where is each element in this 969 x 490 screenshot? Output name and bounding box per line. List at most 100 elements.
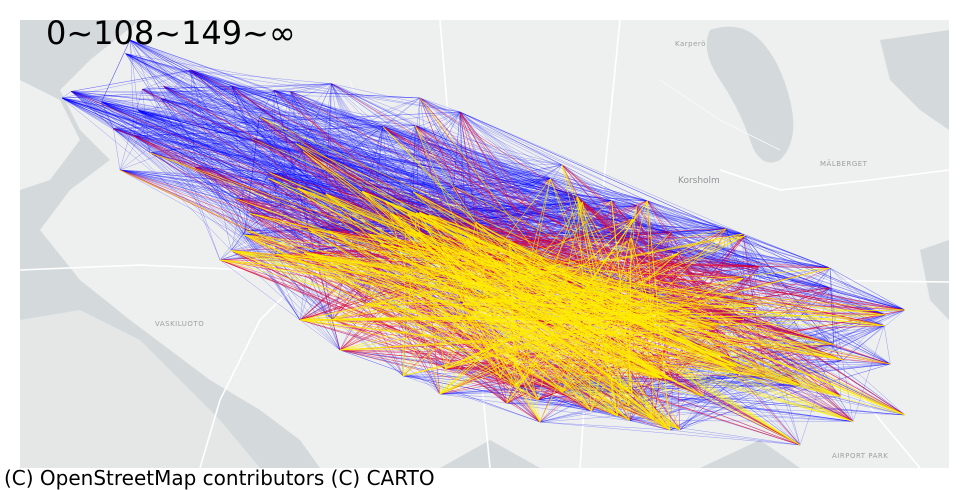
flow-line xyxy=(459,111,906,311)
flow-line xyxy=(439,218,636,395)
flow-line xyxy=(328,178,551,231)
flow-line xyxy=(506,402,854,422)
flow-line xyxy=(611,200,628,241)
flow-line xyxy=(61,91,72,99)
flow-line xyxy=(419,97,638,207)
flow-line xyxy=(742,233,759,267)
flow-line xyxy=(562,278,744,393)
flow-line xyxy=(61,97,612,201)
flow-line xyxy=(295,143,578,198)
flow-line xyxy=(249,193,326,214)
flow-line xyxy=(119,169,408,214)
flow-line xyxy=(190,70,305,144)
flow-line xyxy=(71,91,236,199)
flow-line xyxy=(113,128,298,189)
flow-line xyxy=(414,125,430,215)
flow-line xyxy=(276,253,854,422)
map-view[interactable]: Karperö Korsholm MÄLBERGET VASKILUOTO AI… xyxy=(20,20,949,468)
flow-line xyxy=(538,399,618,417)
flow-line xyxy=(251,138,305,144)
flow-line xyxy=(71,91,369,235)
basemap-layer: Karperö Korsholm MÄLBERGET VASKILUOTO AI… xyxy=(20,20,949,468)
flow-line xyxy=(163,86,583,202)
flow-line xyxy=(71,91,150,153)
flow-line xyxy=(384,200,801,446)
flow-line xyxy=(742,233,831,269)
flow-line xyxy=(290,91,414,193)
flow-line xyxy=(71,91,114,129)
flow-line xyxy=(231,85,416,126)
flow-line xyxy=(138,110,628,242)
flow-line xyxy=(297,187,906,416)
flow-line xyxy=(188,70,657,334)
flow-line xyxy=(382,126,408,214)
flow-line xyxy=(325,193,633,394)
flow-line xyxy=(632,359,844,394)
flow-line xyxy=(251,138,906,416)
flow-line xyxy=(390,213,844,361)
flow-line xyxy=(637,205,906,311)
flow-line xyxy=(297,187,766,377)
lake-north xyxy=(706,26,794,163)
flow-line xyxy=(413,191,801,446)
flow-line xyxy=(267,143,296,179)
flow-line xyxy=(742,278,834,345)
flow-line xyxy=(550,178,886,316)
flow-line xyxy=(361,190,564,393)
flow-line xyxy=(231,250,906,311)
flow-line xyxy=(249,193,326,214)
flow-line xyxy=(137,110,298,189)
flow-line xyxy=(382,126,671,431)
flow-line xyxy=(669,309,906,431)
flow-line xyxy=(129,39,247,231)
flow-line xyxy=(161,98,759,267)
flow-line xyxy=(304,143,326,194)
flow-line xyxy=(303,151,414,193)
flow-line xyxy=(231,250,341,351)
flow-line xyxy=(71,91,236,199)
flow-line xyxy=(194,90,275,168)
flow-line xyxy=(273,90,298,188)
flow-line xyxy=(445,322,547,370)
flow-line xyxy=(245,116,260,231)
flow-line xyxy=(191,70,612,201)
flow-line xyxy=(842,314,886,361)
flow-line xyxy=(231,85,583,202)
flow-line xyxy=(231,86,326,194)
flow-line xyxy=(506,396,841,404)
flow-line xyxy=(134,135,305,144)
flow-line xyxy=(799,344,835,446)
flow-line xyxy=(332,218,636,320)
flow-line xyxy=(71,91,648,202)
flow-line xyxy=(515,386,592,412)
flow-line xyxy=(71,70,189,92)
flow-line xyxy=(290,91,632,238)
flow-line xyxy=(161,98,277,255)
flow-line xyxy=(539,410,592,423)
flow-line xyxy=(71,91,416,126)
flow-line xyxy=(515,386,592,412)
flow-line xyxy=(561,270,720,325)
lake-northeast xyxy=(880,30,949,130)
flow-line xyxy=(134,135,236,199)
flow-line xyxy=(61,97,363,192)
flow-line xyxy=(414,125,854,422)
flow-line xyxy=(61,97,252,139)
flow-line xyxy=(419,97,563,166)
flow-line xyxy=(509,243,663,379)
flow-line xyxy=(303,151,766,377)
flow-line xyxy=(163,86,648,202)
flow-line xyxy=(275,125,416,255)
flow-line xyxy=(339,349,541,423)
flow-line xyxy=(384,125,416,202)
flow-line xyxy=(413,191,737,368)
flow-line xyxy=(101,39,131,103)
flow-line xyxy=(726,228,831,269)
flow-line xyxy=(191,70,632,238)
flow-line xyxy=(414,125,842,397)
flow-line xyxy=(134,70,190,137)
flow-line xyxy=(267,143,296,179)
flow-line xyxy=(268,90,275,173)
flow-line xyxy=(669,363,891,431)
flow-line xyxy=(299,319,704,397)
